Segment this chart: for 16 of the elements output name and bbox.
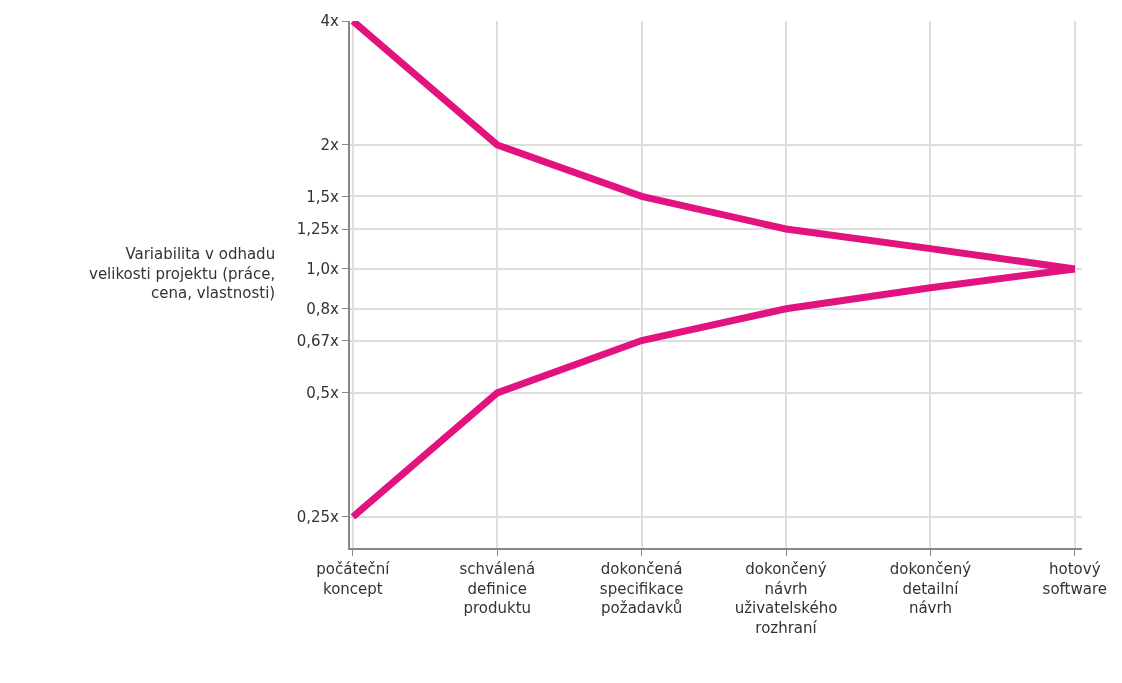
y-tick-label: 0,67x (296, 331, 340, 350)
y-tick-label: 2x (320, 136, 340, 155)
y-tick-label: 0,8x (306, 300, 340, 319)
x-tick-label: dokončený návrh uživatelského rozhraní (734, 560, 838, 637)
y-tick-label: 0,5x (306, 384, 340, 403)
y-axis-title: Variabilita v odhadu velikosti projektu (práce, cena, vlastnosti) (89, 245, 276, 302)
y-tick-label: 4x (320, 12, 340, 31)
y-tick-label: 1,25x (296, 220, 340, 239)
x-tick-label: počáteční koncept (316, 560, 391, 598)
y-tick-label: 1,0x (306, 260, 340, 279)
x-tick-label: schválená definice produktu (459, 560, 536, 617)
x-tick-label: hotový software (1042, 560, 1107, 598)
x-tick-label: dokončený detailní návrh (889, 560, 972, 617)
y-tick-label: 0,25x (296, 508, 340, 527)
y-tick-label: 1,5x (306, 187, 340, 206)
x-tick-label: dokončená specifikace požadavků (599, 560, 684, 617)
